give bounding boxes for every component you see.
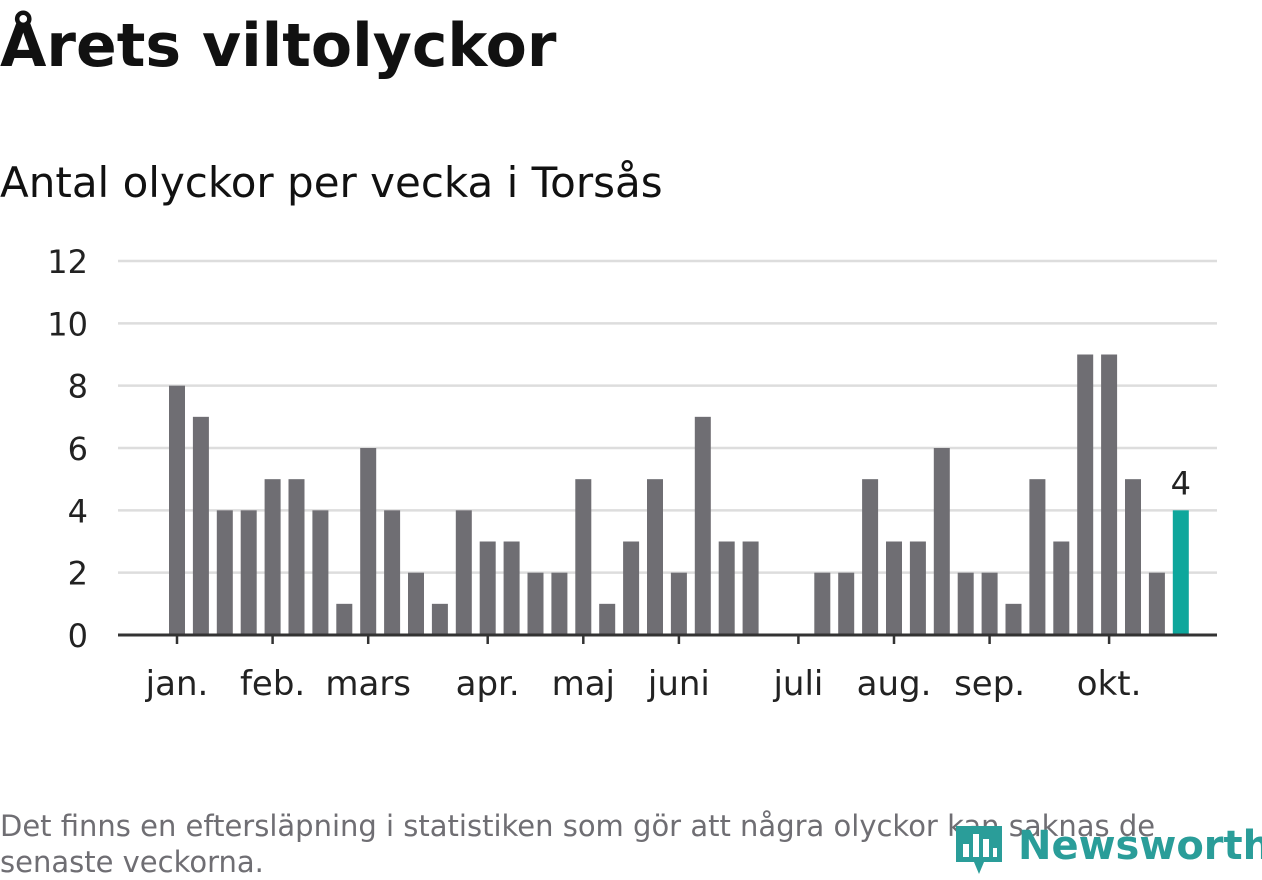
bar <box>408 572 424 635</box>
bar <box>623 541 640 635</box>
bar <box>886 541 902 635</box>
bar <box>216 510 233 635</box>
bar <box>1077 354 1094 635</box>
bar <box>192 416 209 635</box>
x-tick-label: jan. <box>145 664 209 704</box>
x-tick-label: mars <box>325 664 411 704</box>
x-tick-label: juni <box>647 664 710 704</box>
bar <box>431 603 448 635</box>
y-tick-label: 12 <box>47 243 88 281</box>
bar <box>647 479 663 635</box>
bar-highlight <box>1172 510 1189 635</box>
bar <box>551 572 568 635</box>
bar <box>742 541 759 635</box>
bar-chart: 0 2 4 6 8 10 12 4 jan. feb. mars apr. maj juni juli aug… <box>47 243 1217 704</box>
bar <box>575 479 592 635</box>
bar <box>1101 354 1118 635</box>
bar <box>957 572 974 635</box>
bar <box>694 416 711 635</box>
bar <box>1148 572 1165 635</box>
bar <box>455 510 472 635</box>
data-label: 4 <box>1171 464 1191 502</box>
x-tick-label: okt. <box>1077 664 1142 704</box>
logo-text: Newsworthy <box>1018 823 1262 869</box>
x-tick-label: maj <box>552 664 615 704</box>
bar <box>981 572 998 635</box>
bar <box>264 479 281 635</box>
bar <box>240 510 257 635</box>
y-tick-label: 8 <box>68 368 88 406</box>
bar <box>814 572 831 635</box>
bar <box>288 479 305 635</box>
bar <box>909 541 926 635</box>
bar <box>670 572 687 635</box>
bar <box>1053 541 1070 635</box>
bar <box>1005 603 1022 635</box>
newsworthy-logo: Newsworthy <box>952 818 1262 878</box>
bar <box>599 603 616 635</box>
y-tick-label: 10 <box>47 305 88 343</box>
bar <box>527 572 544 635</box>
bar <box>336 603 353 635</box>
bar <box>838 572 855 635</box>
chart-title: Årets viltolyckor <box>0 11 557 81</box>
y-tick-label: 0 <box>68 617 88 655</box>
y-tick-label: 2 <box>68 555 88 593</box>
x-tick-label: feb. <box>240 664 305 704</box>
bar <box>1029 479 1046 635</box>
bar <box>360 448 377 635</box>
bar <box>312 510 329 635</box>
y-tick-label: 6 <box>68 430 88 468</box>
bar <box>718 541 735 635</box>
y-tick-label: 4 <box>68 492 88 530</box>
bar <box>503 541 520 635</box>
x-tick-label: sep. <box>954 664 1025 704</box>
bar <box>933 448 950 635</box>
chart-subtitle: Antal olyckor per vecka i Torsås <box>0 158 663 207</box>
x-tick-label: juli <box>772 664 823 704</box>
bar <box>169 385 185 635</box>
bar <box>1125 479 1141 635</box>
bar <box>479 541 496 635</box>
bar-chart-pin-icon <box>956 826 1002 874</box>
x-tick-label: aug. <box>857 664 932 704</box>
bar <box>384 510 401 635</box>
bar <box>862 479 879 635</box>
x-tick-label: apr. <box>456 664 520 704</box>
